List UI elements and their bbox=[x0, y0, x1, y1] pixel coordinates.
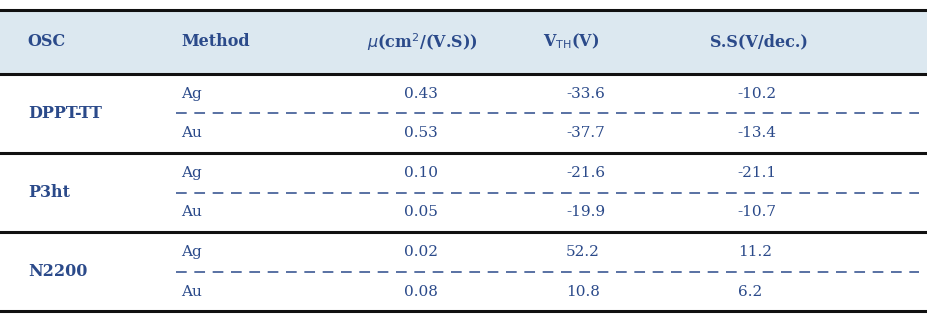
Text: 6.2: 6.2 bbox=[737, 285, 761, 299]
Text: 0.53: 0.53 bbox=[403, 126, 437, 140]
Text: -21.1: -21.1 bbox=[737, 166, 776, 180]
Text: $\mu$(cm$^2$/(V.S)): $\mu$(cm$^2$/(V.S)) bbox=[366, 31, 477, 53]
Text: 52.2: 52.2 bbox=[565, 245, 600, 259]
Bar bbox=[0, 10, 927, 74]
Text: Ag: Ag bbox=[181, 245, 201, 259]
Text: Au: Au bbox=[181, 285, 201, 299]
Text: -19.9: -19.9 bbox=[565, 205, 604, 219]
Text: N2200: N2200 bbox=[28, 263, 87, 280]
Text: Ag: Ag bbox=[181, 166, 201, 180]
Text: S.S(V/dec.): S.S(V/dec.) bbox=[709, 33, 806, 50]
Bar bbox=[0, 74, 927, 311]
Text: 0.02: 0.02 bbox=[403, 245, 438, 259]
Text: Au: Au bbox=[181, 126, 201, 140]
Text: -13.4: -13.4 bbox=[737, 126, 776, 140]
Text: 10.8: 10.8 bbox=[565, 285, 600, 299]
Text: 0.43: 0.43 bbox=[403, 87, 438, 100]
Text: Ag: Ag bbox=[181, 87, 201, 100]
Text: 0.05: 0.05 bbox=[403, 205, 438, 219]
Text: Method: Method bbox=[181, 33, 249, 50]
Text: 0.10: 0.10 bbox=[403, 166, 438, 180]
Text: P3ht: P3ht bbox=[28, 184, 70, 201]
Text: -21.6: -21.6 bbox=[565, 166, 604, 180]
Text: -37.7: -37.7 bbox=[565, 126, 604, 140]
Text: V$_{\rm TH}$(V): V$_{\rm TH}$(V) bbox=[542, 32, 599, 51]
Text: Au: Au bbox=[181, 205, 201, 219]
Text: -33.6: -33.6 bbox=[565, 87, 604, 100]
Text: -10.2: -10.2 bbox=[737, 87, 776, 100]
Text: -10.7: -10.7 bbox=[737, 205, 776, 219]
Text: 11.2: 11.2 bbox=[737, 245, 771, 259]
Text: DPPT-TT: DPPT-TT bbox=[28, 105, 102, 122]
Text: OSC: OSC bbox=[28, 33, 66, 50]
Text: 0.08: 0.08 bbox=[403, 285, 438, 299]
